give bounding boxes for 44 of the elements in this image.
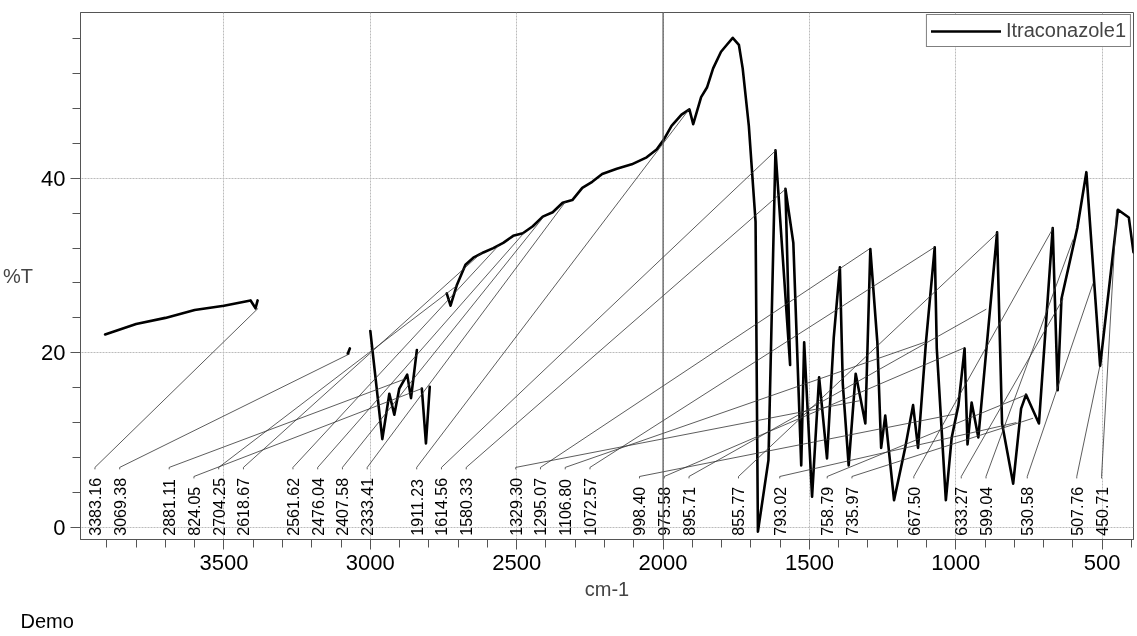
annotation: 3383.16	[86, 477, 104, 536]
annotation: 2333.41	[359, 477, 377, 536]
annotation: 1072.57	[581, 477, 599, 536]
annotation: 998.40	[631, 486, 649, 536]
annotation: 855.77	[730, 486, 748, 536]
text: Demo	[20, 609, 74, 632]
x-tick-label: 1000	[931, 549, 981, 575]
annotation: 2618.67	[235, 477, 253, 536]
legend-label: Itraconazole1	[1005, 19, 1126, 42]
x-tick-label: 3000	[345, 549, 395, 575]
annotation: 2407.58	[334, 477, 352, 536]
y-tick-label: 40	[41, 165, 66, 191]
x-axis-title: cm-1	[584, 577, 630, 600]
annotation: 507.76	[1068, 486, 1086, 536]
annotation: 450.71	[1093, 486, 1111, 536]
annotation: 1106.80	[557, 478, 575, 536]
annotation: 1580.33	[458, 477, 476, 536]
annotation: 2881.11	[161, 478, 179, 536]
x-tick-label: 3500	[199, 549, 249, 575]
annotation: 975.58	[656, 486, 674, 536]
annotation: 735.97	[843, 486, 861, 536]
annotation: 530.58	[1019, 486, 1037, 536]
annotation: 667.50	[905, 486, 923, 536]
annotation: 1911.23	[408, 478, 426, 536]
annotation: 758.79	[819, 486, 837, 536]
annotation: 824.05	[185, 486, 203, 536]
annotation: 793.02	[771, 486, 789, 536]
annotation: 633.27	[953, 486, 971, 536]
annotation: 1329.30	[507, 477, 525, 536]
annotation: 2476.04	[309, 477, 327, 536]
x-tick-label: 500	[1083, 549, 1121, 575]
annotation: 895.71	[680, 486, 698, 536]
x-tick-label: 2000	[638, 549, 688, 575]
annotation: 1614.56	[433, 477, 451, 536]
y-tick-label: 20	[41, 340, 66, 366]
y-axis-title: %T	[3, 265, 34, 287]
annotation: 599.04	[978, 486, 996, 536]
y-tick-label: 0	[53, 514, 66, 540]
x-tick-label: 1500	[784, 549, 834, 575]
annotation: 2704.25	[210, 477, 228, 536]
annotation: 1295.07	[532, 477, 550, 536]
x-tick-label: 2500	[492, 549, 542, 575]
annotation: 3069.38	[111, 477, 129, 536]
annotation: 2561.62	[284, 477, 302, 536]
